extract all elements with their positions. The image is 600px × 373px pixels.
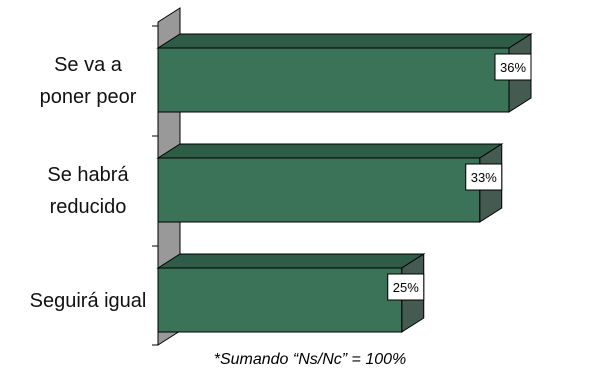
bar-front-face xyxy=(157,157,481,223)
bars xyxy=(156,33,533,333)
value-label-text: 25% xyxy=(393,280,419,295)
category-label: Seguirá igual xyxy=(30,290,147,312)
bar-3 xyxy=(156,253,426,333)
value-label-box xyxy=(465,163,503,191)
bar-front-face xyxy=(157,267,403,333)
value-label-text: 33% xyxy=(471,170,497,185)
category-label: poner peor xyxy=(40,86,137,108)
bar-2 xyxy=(156,143,504,223)
value-label-text: 36% xyxy=(500,60,526,75)
bar-top-face xyxy=(156,33,533,49)
value-label-3: 25% xyxy=(387,273,425,301)
category-label: Se va a xyxy=(54,54,123,76)
category-labels: Se va a poner peor Se habrá reducido Seguirá… xyxy=(30,54,147,312)
value-label-2: 33% xyxy=(465,163,503,191)
bar-front-face xyxy=(157,47,510,113)
bar-top-face xyxy=(156,143,504,159)
category-label: reducido xyxy=(50,196,127,218)
category-label: Se habrá xyxy=(47,164,129,186)
value-label-box xyxy=(494,53,532,81)
bar-top-face xyxy=(156,253,426,269)
bar-1 xyxy=(156,33,533,113)
value-label-box xyxy=(387,273,425,301)
value-labels: 36% 33% 25% xyxy=(387,53,532,301)
value-label-1: 36% xyxy=(494,53,532,81)
chart-footnote: *Sumando “Ns/Nc” = 100% xyxy=(214,351,407,368)
